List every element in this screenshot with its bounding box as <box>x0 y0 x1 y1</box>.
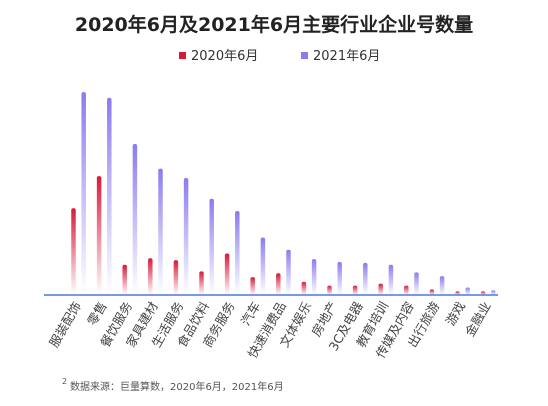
bar-2020 <box>378 283 383 295</box>
x-tick-label: 服装配饰 <box>46 299 84 350</box>
x-tick-label: 游戏 <box>443 299 468 328</box>
bar-2021 <box>363 262 368 295</box>
bars-layer <box>71 92 496 295</box>
legend: 2020年6月 2021年6月 <box>179 49 380 64</box>
bar-2020 <box>276 273 281 295</box>
bar-2021 <box>183 178 189 295</box>
bar-2020 <box>96 176 102 295</box>
bar-2021 <box>414 272 419 295</box>
legend-swatch-2020 <box>179 52 186 59</box>
bar-2020 <box>480 291 486 295</box>
bar-2021 <box>158 168 163 295</box>
bar-2020 <box>352 285 358 295</box>
bar-2020 <box>148 258 153 295</box>
x-tick-label: 零售 <box>84 299 109 328</box>
bar-2021 <box>388 264 394 295</box>
bar-2020 <box>199 271 204 295</box>
bar-2020 <box>173 260 179 295</box>
footnote-text: 数据来源：巨量算数，2020年6月，2021年6月 <box>70 380 284 393</box>
bar-2021 <box>235 211 240 295</box>
bar-2020 <box>429 289 435 295</box>
bar-2021 <box>81 92 86 295</box>
bar-2021 <box>439 276 445 295</box>
legend-label-2020: 2020年6月 <box>191 49 258 64</box>
bar-2020 <box>122 264 127 295</box>
bar-2020 <box>327 285 332 295</box>
footnote-number: 2 <box>62 377 67 386</box>
bar-2021 <box>209 198 214 295</box>
bar-2021 <box>311 259 317 295</box>
bar-2020 <box>301 281 307 295</box>
bar-2020 <box>455 291 460 295</box>
bar-2021 <box>286 249 291 295</box>
x-tick-label: 金融业 <box>462 299 494 339</box>
legend-swatch-2021 <box>301 52 308 59</box>
footnote: 2 数据来源：巨量算数，2020年6月，2021年6月 <box>62 377 284 393</box>
bar-2021 <box>465 287 470 295</box>
bar-2020 <box>404 285 409 295</box>
bar-2021 <box>132 144 138 295</box>
bar-2021 <box>491 290 496 295</box>
bar-2020 <box>224 253 230 295</box>
legend-label-2021: 2021年6月 <box>313 49 380 64</box>
bar-2020 <box>250 277 255 295</box>
bar-2021 <box>260 237 266 295</box>
bar-2020 <box>71 208 76 295</box>
bar-2021 <box>337 261 342 295</box>
bar-2021 <box>107 97 112 295</box>
x-tick-label: 汽车 <box>238 299 263 328</box>
chart-title: 2020年6月及2021年6月主要行业企业号数量 <box>75 13 473 36</box>
